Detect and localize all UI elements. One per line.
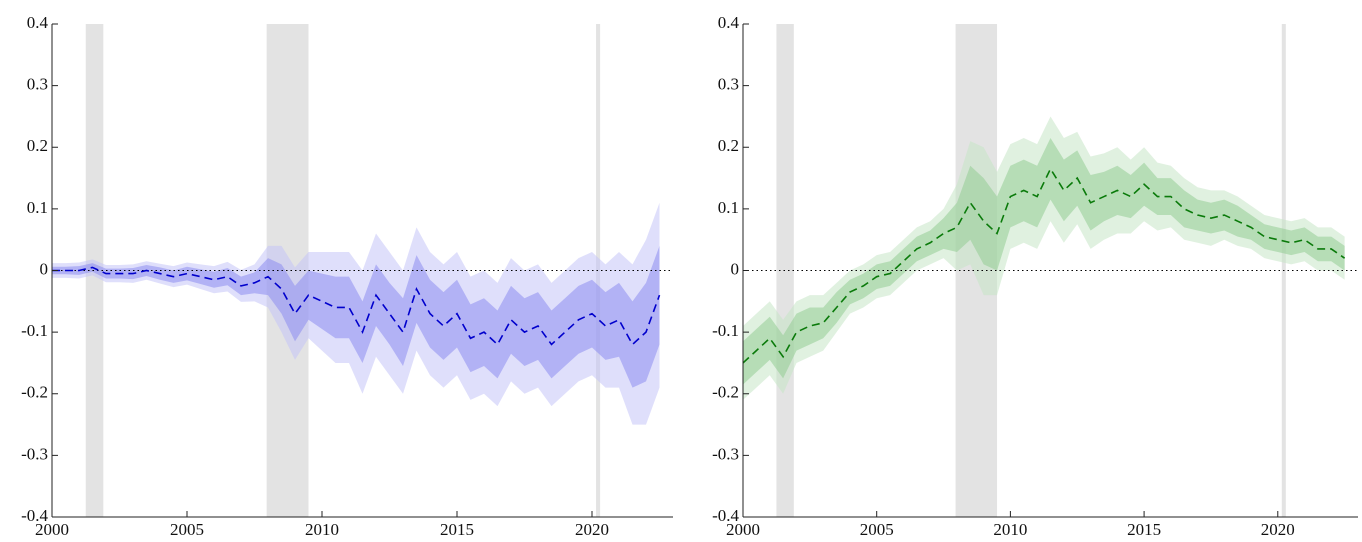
y-tick-label: 0.3: [27, 75, 48, 94]
y-tick-label: -0.2: [21, 383, 48, 402]
y-tick-label: 0.1: [718, 198, 739, 217]
y-tick-label: -0.3: [712, 444, 739, 463]
inner-band: [52, 245, 660, 388]
y-tick-label: 0.2: [27, 136, 48, 155]
x-tick-label: 2000: [35, 520, 69, 539]
y-tick-label: -0.2: [712, 383, 739, 402]
y-tick-label: -0.4: [21, 506, 48, 525]
x-tick-label: 2010: [305, 520, 339, 539]
outer-band: [743, 116, 1345, 400]
y-tick-label: 0.3: [718, 75, 739, 94]
x-tick-label: 2010: [993, 520, 1027, 539]
y-tick-label: 0.1: [27, 198, 48, 217]
x-tick-label: 2020: [1261, 520, 1295, 539]
x-tick-label: 2005: [860, 520, 894, 539]
y-tick-label: 0: [40, 259, 49, 278]
x-tick-label: 2000: [726, 520, 760, 539]
y-tick-label: 0.2: [718, 136, 739, 155]
estimate-line: [52, 266, 661, 346]
y-tick-label: 0.4: [27, 13, 49, 32]
y-tick-label: -0.1: [712, 321, 739, 340]
y-tick-label: 0: [731, 259, 740, 278]
y-tick-label: -0.4: [712, 506, 739, 525]
x-tick-label: 2015: [440, 520, 474, 539]
y-tick-label: -0.1: [21, 321, 48, 340]
x-tick-label: 2020: [575, 520, 609, 539]
x-tick-label: 2015: [1127, 520, 1161, 539]
x-tick-label: 2005: [170, 520, 204, 539]
recession-shade: [776, 24, 794, 517]
estimate-line: [742, 167, 1346, 364]
inner-band: [743, 138, 1345, 385]
y-tick-label: 0.4: [718, 13, 740, 32]
y-tick-label: -0.3: [21, 444, 48, 463]
